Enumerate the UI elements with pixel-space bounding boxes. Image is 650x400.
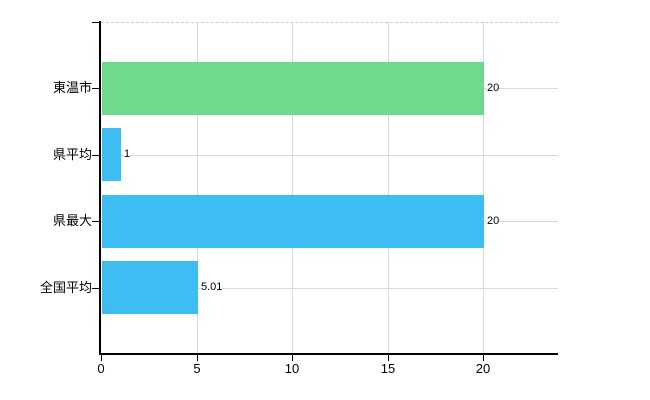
category-label: 全国平均 [39, 280, 92, 295]
category-label: 県平均 [52, 147, 92, 162]
horizontal-gridline [101, 155, 558, 156]
category-label: 県最大 [52, 213, 92, 228]
bar [102, 195, 484, 248]
x-axis-tick [388, 355, 389, 361]
category-label: 東温市 [52, 80, 92, 95]
y-axis-tick [92, 221, 99, 222]
x-tick-label: 5 [193, 361, 201, 376]
x-axis-tick [101, 355, 102, 361]
y-axis-tick [92, 22, 99, 23]
bar-value-label: 5.01 [201, 281, 223, 294]
bar-value-label: 20 [487, 215, 500, 228]
x-axis-tick [292, 355, 293, 361]
x-tick-label: 0 [97, 361, 105, 376]
vertical-gridline [292, 22, 293, 354]
x-tick-label: 15 [380, 361, 396, 376]
x-axis-tick [197, 355, 198, 361]
bar-value-label: 1 [124, 148, 131, 161]
plot-top-border [101, 22, 558, 23]
bar [102, 128, 121, 181]
horizontal-gridline [101, 288, 558, 289]
x-tick-label: 20 [475, 361, 491, 376]
x-axis-tick [483, 355, 484, 361]
bar [102, 261, 198, 314]
vertical-gridline [483, 22, 484, 354]
bar-value-label: 20 [487, 82, 500, 95]
bar [102, 62, 484, 115]
y-axis-tick [92, 88, 99, 89]
x-axis-line [99, 353, 558, 355]
y-axis-tick [92, 288, 99, 289]
y-axis-tick [92, 155, 99, 156]
x-tick-label: 10 [284, 361, 300, 376]
vertical-gridline [197, 22, 198, 354]
y-axis-line [99, 21, 101, 355]
vertical-gridline [388, 22, 389, 354]
